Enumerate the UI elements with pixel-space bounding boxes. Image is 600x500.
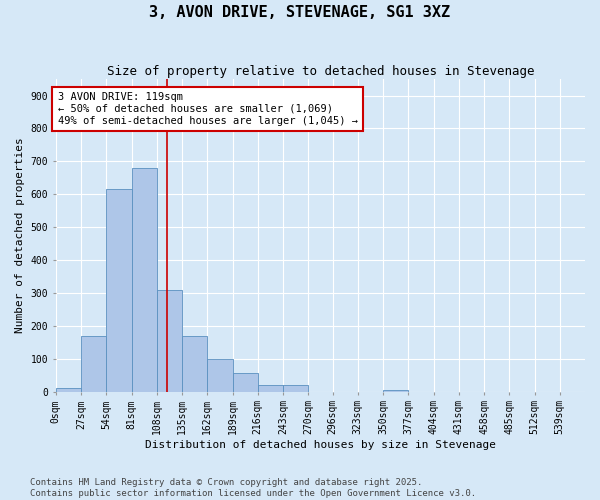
Title: Size of property relative to detached houses in Stevenage: Size of property relative to detached ho… <box>107 65 534 78</box>
Bar <box>56 388 81 392</box>
Bar <box>383 390 408 392</box>
Bar <box>283 385 308 392</box>
Bar <box>207 358 233 392</box>
Bar <box>106 190 131 392</box>
Bar <box>157 290 182 392</box>
Text: 3 AVON DRIVE: 119sqm
← 50% of detached houses are smaller (1,069)
49% of semi-de: 3 AVON DRIVE: 119sqm ← 50% of detached h… <box>58 92 358 126</box>
X-axis label: Distribution of detached houses by size in Stevenage: Distribution of detached houses by size … <box>145 440 496 450</box>
Bar <box>258 385 283 392</box>
Text: Contains HM Land Registry data © Crown copyright and database right 2025.
Contai: Contains HM Land Registry data © Crown c… <box>30 478 476 498</box>
Bar <box>81 336 106 392</box>
Text: 3, AVON DRIVE, STEVENAGE, SG1 3XZ: 3, AVON DRIVE, STEVENAGE, SG1 3XZ <box>149 5 451 20</box>
Bar <box>233 374 258 392</box>
Bar <box>131 168 157 392</box>
Bar <box>182 336 207 392</box>
Y-axis label: Number of detached properties: Number of detached properties <box>15 138 25 333</box>
